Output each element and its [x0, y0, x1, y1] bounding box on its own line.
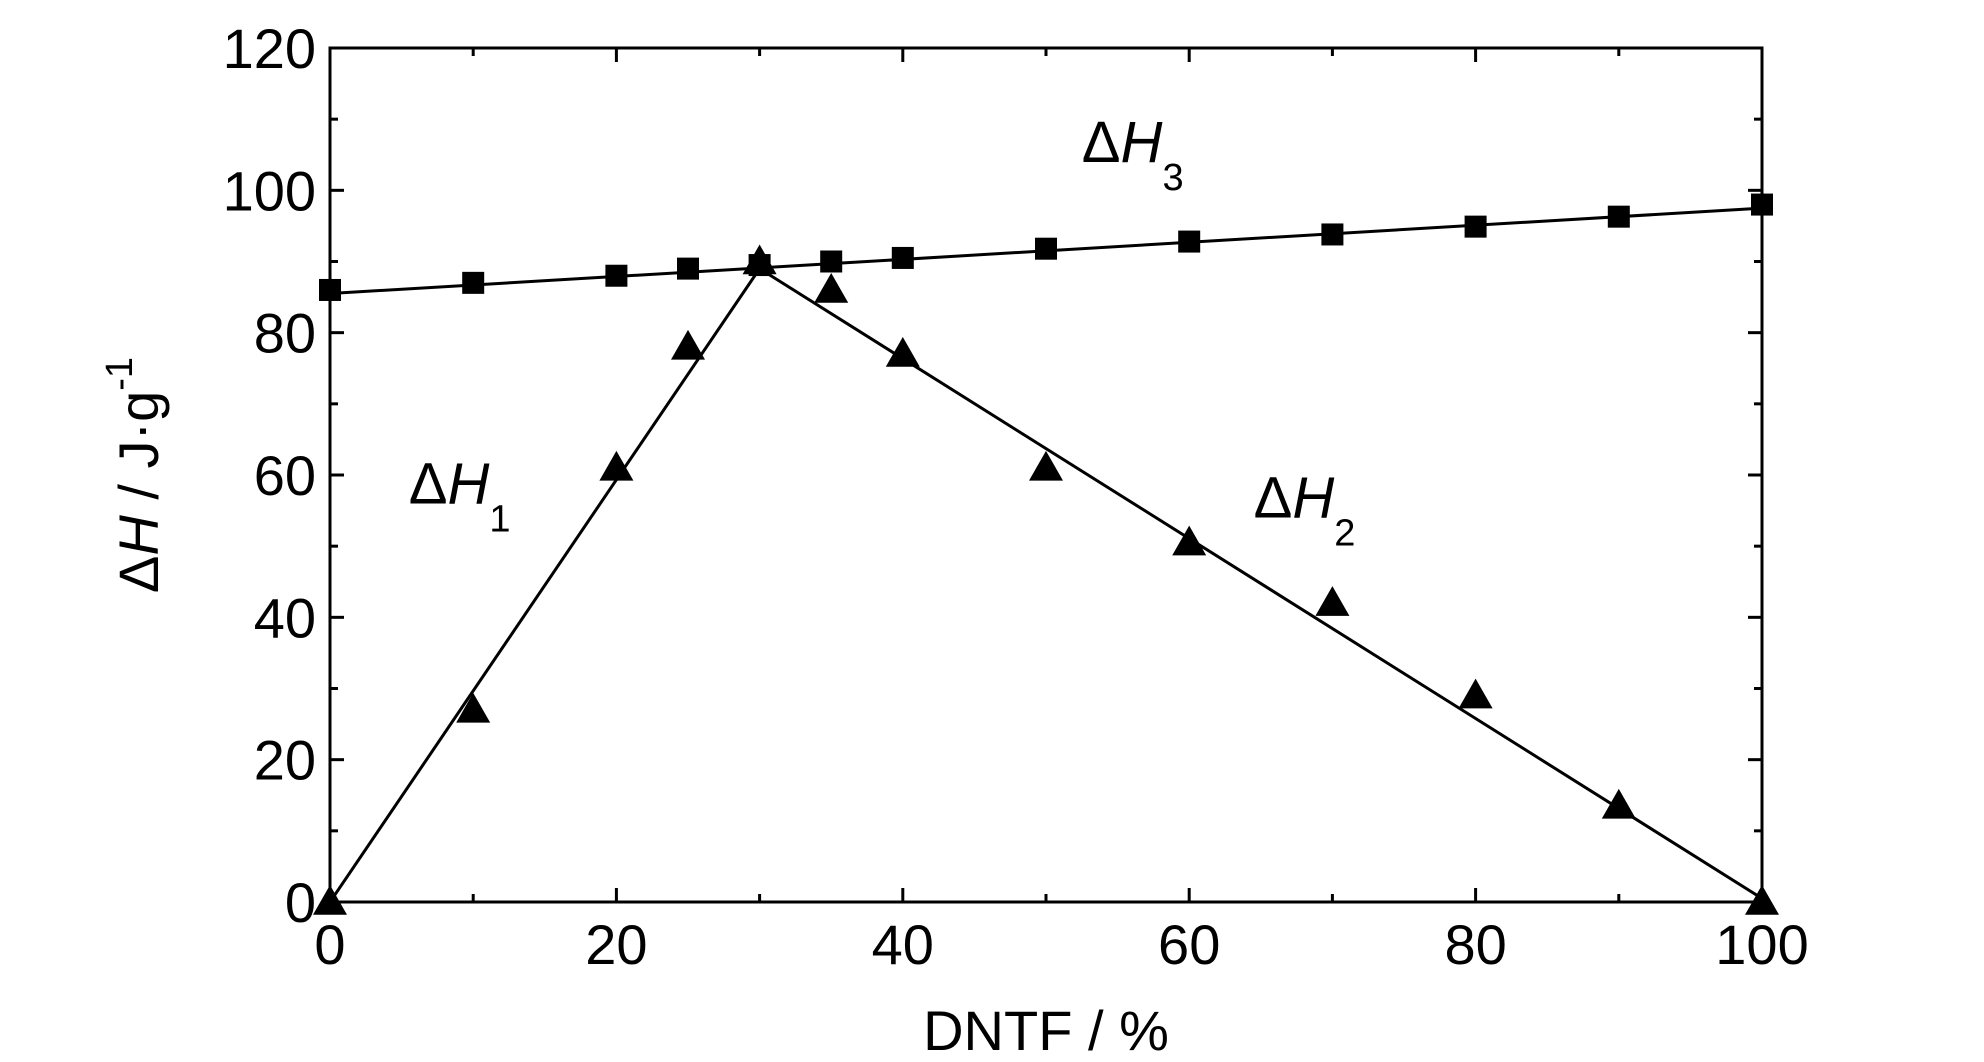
triangle-marker	[1458, 678, 1493, 709]
square-marker	[677, 257, 699, 280]
triangle-marker	[1601, 788, 1636, 819]
square-marker	[1751, 193, 1773, 216]
triangle-marker	[1315, 586, 1350, 616]
triangle-marker	[1172, 525, 1207, 556]
x-tick-label: 60	[1158, 913, 1220, 976]
y-tick-label: 0	[285, 871, 316, 934]
x-axis-title: DNTF / %	[923, 999, 1169, 1062]
x-tick-label: 80	[1444, 913, 1506, 976]
y-tick-label: 40	[254, 586, 316, 649]
fit-line-3	[758, 267, 1763, 900]
square-marker	[820, 250, 843, 273]
y-tick-label: 20	[254, 729, 316, 792]
square-marker	[462, 271, 485, 294]
triangle-marker	[599, 450, 634, 481]
square-marker	[1607, 205, 1630, 228]
triangle-marker	[1029, 450, 1063, 481]
axis-ticks: 0 20 40 60 80 100 0 20 40 60 80 100 120	[223, 17, 1809, 976]
delta-h-label-2: ΔH2	[1254, 466, 1356, 555]
triangle-marker	[814, 272, 849, 303]
y-axis-title-text: ΔH / J·g-1	[99, 357, 170, 593]
y-tick-label: 60	[254, 444, 316, 507]
delta-h-label-1: ΔH1	[409, 451, 511, 540]
x-tick-label: 20	[585, 913, 647, 976]
y-tick-label: 100	[223, 159, 316, 222]
triangle-marker	[742, 244, 777, 275]
square-marker	[605, 264, 628, 287]
square-marker	[1321, 223, 1344, 246]
x-tick-label: 0	[314, 913, 345, 976]
x-tick-label: 40	[872, 913, 934, 976]
fit-line-2	[328, 267, 761, 903]
square-marker	[1035, 237, 1057, 260]
square-marker	[891, 246, 914, 269]
triangle-marker	[885, 337, 920, 367]
annotations: ΔH1 ΔH2 ΔH3	[409, 110, 1356, 555]
triangle-marker	[456, 692, 491, 723]
triangle-marker	[671, 329, 705, 360]
delta-h-label-3: ΔH3	[1082, 110, 1184, 199]
square-marker	[1464, 215, 1487, 238]
square-marker	[319, 278, 341, 301]
y-tick-label: 80	[254, 302, 316, 365]
x-tick-label: 100	[1715, 913, 1808, 976]
fit-lines	[328, 206, 1763, 903]
data-markers	[313, 193, 1779, 915]
y-tick-label: 120	[223, 17, 316, 80]
y-axis-title: ΔH / J·g-1	[99, 357, 170, 593]
square-marker	[1178, 230, 1201, 253]
